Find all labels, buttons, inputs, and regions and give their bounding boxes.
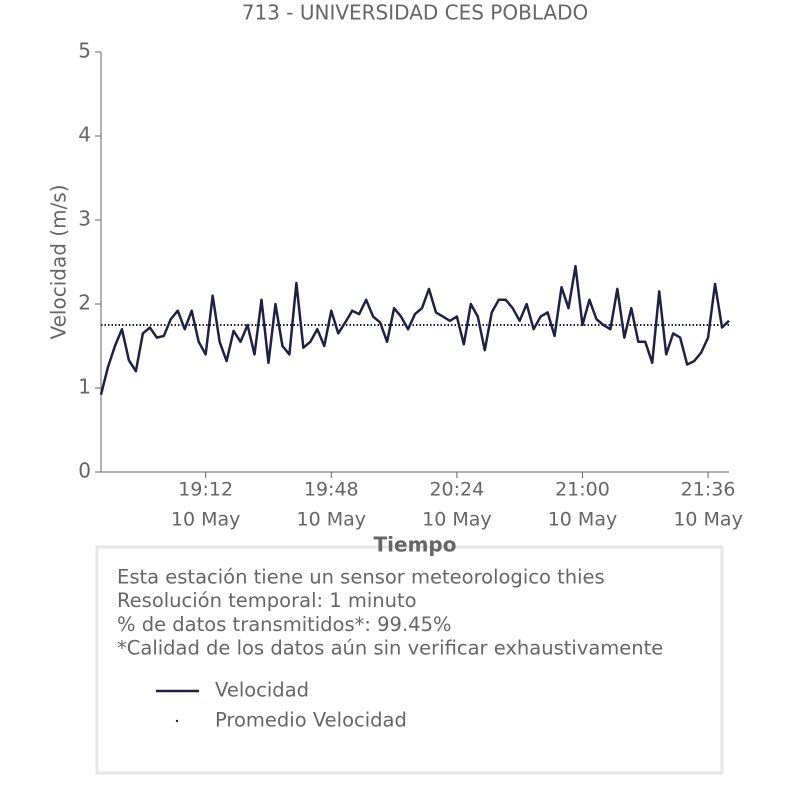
y-tick-label: 4	[78, 123, 91, 147]
x-tick-date: 10 May	[422, 509, 492, 531]
x-tick-date: 10 May	[548, 509, 618, 531]
data-line	[99, 264, 730, 396]
legend-label: Velocidad	[215, 679, 309, 702]
y-axis-label: Velocidad (m/s)	[47, 184, 71, 339]
legend-swatch	[175, 719, 179, 723]
legend-label: Promedio Velocidad	[215, 709, 407, 732]
info-text: Esta estación tiene un sensor meteorolog…	[117, 566, 605, 589]
x-tick-label: 19:48	[304, 479, 359, 501]
x-tick-date: 10 May	[673, 509, 743, 531]
y-tick-label: 0	[78, 459, 91, 483]
x-tick-date: 10 May	[171, 509, 241, 531]
info-text: *Calidad de los datos aún sin verificar …	[117, 637, 663, 660]
x-tick-date: 10 May	[297, 509, 367, 531]
x-tick-label: 21:36	[681, 479, 736, 501]
chart-title: 713 - UNIVERSIDAD CES POBLADO	[242, 1, 589, 25]
y-tick-label: 1	[78, 375, 91, 399]
y-tick-label: 5	[78, 39, 91, 63]
y-tick-label: 3	[78, 207, 91, 231]
info-box	[95, 545, 724, 775]
info-text: % de datos transmitidos*: 99.45%	[117, 613, 452, 636]
info-text: Resolución temporal: 1 minuto	[117, 589, 417, 612]
x-tick-label: 21:00	[555, 479, 610, 501]
x-tick-label: 20:24	[429, 479, 484, 501]
x-tick-label: 19:12	[178, 479, 233, 501]
y-tick-label: 2	[78, 291, 91, 315]
x-axis-label: Tiempo	[374, 533, 457, 557]
